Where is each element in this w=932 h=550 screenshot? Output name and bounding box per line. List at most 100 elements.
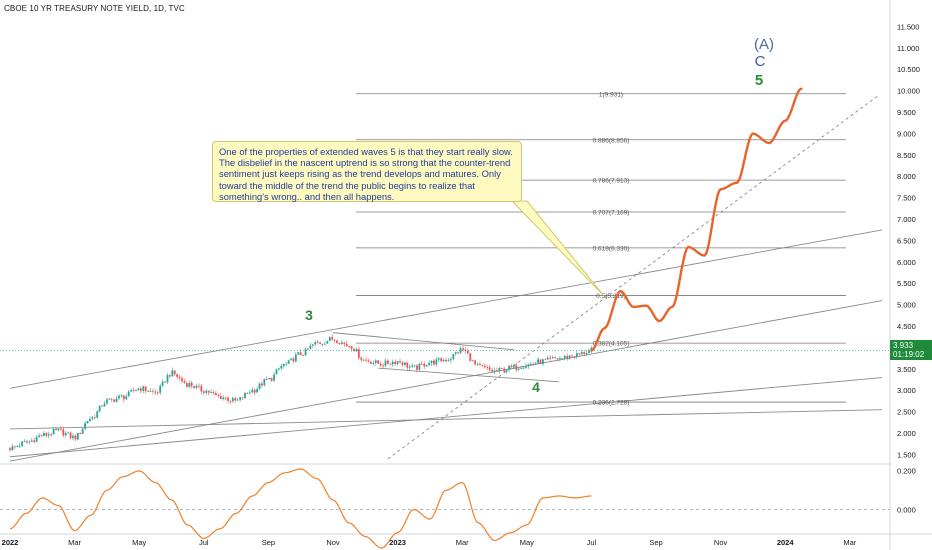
price-tick-label: 6.000 [897, 258, 916, 267]
candle-body [16, 446, 19, 447]
wave-4-label: 4 [532, 379, 540, 395]
price-tick-label: 2.500 [897, 408, 916, 417]
candle-body [476, 364, 479, 365]
candle-body [176, 374, 179, 377]
candle-body [588, 350, 590, 353]
candle-body [336, 340, 338, 343]
candle-body [367, 360, 370, 362]
candle-body [420, 363, 423, 365]
candle-body [110, 398, 113, 400]
candle-body [89, 418, 91, 422]
candle-body [166, 375, 169, 383]
candle-body [178, 376, 181, 379]
candle-body [580, 352, 583, 355]
candle-body [510, 365, 513, 368]
candle-body [212, 392, 215, 393]
candle-body [69, 432, 72, 439]
candle-body [195, 385, 198, 388]
candle-body [423, 363, 426, 367]
candle-body [224, 397, 227, 399]
candle-body [551, 357, 554, 359]
candle-body [411, 365, 414, 367]
candle-body [171, 370, 174, 377]
candle-body [285, 363, 288, 365]
candle-body [188, 382, 191, 387]
candle-body [139, 388, 142, 391]
candle-body [23, 441, 26, 443]
price-tick-label: 8.500 [897, 151, 916, 160]
candle-body [59, 428, 62, 430]
candle-body [563, 355, 566, 359]
candle-body [554, 357, 556, 359]
annotation-callout[interactable]: One of the properties of extended waves … [212, 141, 522, 202]
candle-body [93, 417, 96, 419]
candle-body [525, 366, 527, 368]
candle-body [246, 392, 249, 394]
candle-body [79, 433, 82, 434]
candle-body [493, 370, 496, 372]
candle-body [491, 369, 493, 372]
candle-body [539, 359, 542, 364]
candle-body [183, 381, 186, 384]
candle-body [324, 343, 326, 345]
candle-body [263, 378, 266, 386]
time-tick-label: 2022 [2, 538, 19, 547]
candle-body [394, 361, 397, 365]
candle-body [459, 348, 462, 353]
candle-body [273, 374, 275, 381]
trendline-lower-channel [9, 377, 883, 458]
price-axis[interactable]: 11.500 11.000 10.500 10.000 9.500 9.000 8.500 8… [897, 22, 920, 514]
candle-body [198, 385, 200, 387]
candle-body [549, 357, 552, 359]
candle-body [583, 352, 586, 355]
candle-body [408, 366, 411, 368]
candle-body [81, 428, 84, 434]
price-tick-label: 7.500 [897, 194, 916, 203]
candle-body [496, 370, 498, 372]
candle-body [98, 405, 101, 412]
candle-body [40, 435, 43, 437]
candle-body [469, 353, 472, 362]
trendline-upper-channel [9, 229, 883, 389]
candle-body [144, 386, 147, 392]
candle-body [377, 360, 380, 364]
candle-body [445, 359, 447, 362]
oscillator-pane [0, 468, 890, 549]
candle-body [241, 397, 244, 399]
candle-body [437, 358, 440, 360]
candle-body [350, 346, 353, 349]
candle-body [67, 432, 70, 434]
candle-body [345, 343, 348, 346]
candle-body [149, 390, 152, 392]
time-tick-label: Sep [262, 538, 275, 547]
candle-body [45, 433, 48, 436]
candle-body [106, 399, 108, 404]
projection-wave-path [590, 87, 803, 352]
price-tick-label: 6.500 [897, 236, 916, 245]
time-tick-label: Mar [456, 538, 469, 547]
candle-body [316, 342, 319, 343]
fib-level-label: 0.236(2.728) [593, 400, 630, 407]
candle-body [466, 350, 469, 354]
trendline-middle-channel [9, 300, 883, 462]
candle-body [33, 440, 36, 442]
candle-body [311, 344, 314, 346]
time-axis[interactable]: 2022 Mar May Jul Sep Nov 2023 Mar May Jul Sep Nov 20… [2, 538, 857, 547]
candle-body [348, 345, 351, 347]
candle-body [520, 368, 523, 370]
candle-body [326, 340, 329, 344]
candle-body [137, 388, 140, 391]
time-tick-label: Jul [587, 538, 597, 547]
candle-body [488, 367, 491, 370]
current-price-badge: 3.933 01:19:02 [890, 340, 932, 360]
candle-body [130, 390, 133, 392]
candle-body [522, 367, 525, 369]
candle-body [202, 391, 205, 393]
candle-body [277, 368, 280, 370]
candle-body [396, 361, 399, 365]
candle-body [43, 433, 45, 436]
candle-body [379, 363, 382, 366]
candle-body [544, 359, 547, 361]
candle-body [280, 366, 283, 369]
